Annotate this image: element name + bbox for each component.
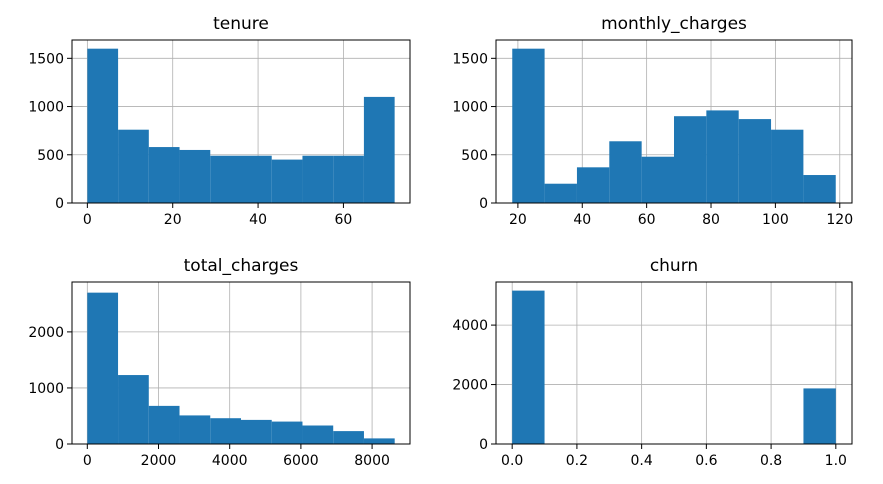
histogram-bar	[771, 129, 804, 203]
subplot-monthly-charges: 20 40 60 80 100 120 0 500 1000 1500 monthly_charge…	[452, 14, 853, 228]
x-tick-label: 8000	[354, 453, 390, 469]
x-tick-label: 0.0	[501, 453, 523, 469]
histogram-bar	[609, 141, 642, 203]
histogram-bar	[118, 129, 149, 203]
subplot-title: tenure	[213, 14, 269, 34]
y-tick-label: 4000	[452, 318, 488, 334]
histogram-bar	[87, 292, 119, 444]
x-tick-label: 0.4	[631, 453, 653, 469]
y-tick-label: 2000	[452, 378, 488, 394]
y-tick-label: 500	[37, 148, 64, 164]
histogram-bar	[706, 110, 739, 203]
x-tick-label: 20	[164, 212, 182, 228]
y-tick-label: 1500	[28, 51, 64, 67]
subplot-title: churn	[650, 256, 698, 276]
y-tick-label: 0	[55, 196, 64, 212]
histogram-bar	[302, 155, 334, 203]
histogram-bar	[210, 155, 241, 203]
x-tick-label: 20	[509, 212, 527, 228]
subplot-total-charges: 0 2000 4000 6000 8000 0 1000 2000 total_charges	[28, 256, 411, 469]
x-tick-label: 4000	[212, 453, 248, 469]
subplot-churn: 0.0 0.2 0.4 0.6 0.8 1.0 0 2000 4000 churn	[452, 256, 853, 469]
histogram-bar	[803, 388, 836, 444]
histogram-bar	[148, 147, 180, 203]
histogram-bar	[271, 159, 303, 203]
histogram-bar	[210, 418, 241, 444]
x-tick-label: 40	[249, 212, 267, 228]
histogram-bar	[241, 419, 272, 444]
x-tick-label: 100	[762, 212, 789, 228]
histogram-bar	[179, 149, 211, 203]
y-tick-label: 1500	[452, 51, 488, 67]
x-tick-label: 1.0	[825, 453, 847, 469]
x-tick-label: 120	[826, 212, 853, 228]
axes-frame	[71, 281, 411, 445]
subplot-title: total_charges	[184, 256, 299, 276]
histogram-bar	[363, 438, 395, 444]
histogram-bar	[333, 155, 364, 203]
histogram-bar	[512, 290, 545, 444]
x-tick-label: 2000	[141, 453, 177, 469]
histogram-bar	[738, 119, 772, 203]
x-tick-label: 80	[702, 212, 720, 228]
subplot-title: monthly_charges	[601, 14, 747, 34]
x-tick-label: 0.2	[566, 453, 588, 469]
y-tick-label: 0	[479, 196, 488, 212]
histogram-bar	[576, 167, 610, 203]
histogram-bar	[803, 175, 836, 203]
y-tick-label: 2000	[28, 325, 64, 341]
histogram-bar	[333, 431, 364, 444]
x-tick-label: 40	[573, 212, 591, 228]
x-tick-label: 60	[638, 212, 656, 228]
histogram-bar	[512, 48, 545, 203]
histogram-bar	[363, 96, 395, 203]
histogram-bar	[241, 155, 272, 203]
histogram-bar	[544, 183, 577, 203]
y-tick-label: 1000	[28, 381, 64, 397]
histogram-bar	[302, 425, 334, 444]
x-tick-label: 0	[83, 453, 92, 469]
y-tick-label: 1000	[452, 100, 488, 116]
histogram-bar	[271, 421, 303, 444]
histogram-bar	[87, 48, 119, 203]
y-tick-label: 0	[479, 437, 488, 453]
axes-frame	[71, 39, 411, 204]
x-tick-label: 0.6	[695, 453, 717, 469]
histogram-bar	[148, 405, 180, 444]
x-tick-label: 0	[83, 212, 92, 228]
subplot-tenure: 0 20 40 60 0 500 1000 1500 tenure	[28, 14, 411, 228]
histogram-bar	[674, 116, 707, 203]
x-tick-label: 0.8	[760, 453, 782, 469]
histogram-bar	[641, 156, 674, 203]
histogram-bar	[179, 415, 211, 444]
axes-frame	[495, 281, 853, 445]
x-tick-label: 6000	[283, 453, 319, 469]
histogram-bar	[118, 375, 149, 444]
axes-frame	[495, 39, 853, 204]
y-tick-label: 1000	[28, 100, 64, 116]
y-tick-label: 0	[55, 437, 64, 453]
x-tick-label: 60	[335, 212, 353, 228]
y-tick-label: 500	[461, 148, 488, 164]
